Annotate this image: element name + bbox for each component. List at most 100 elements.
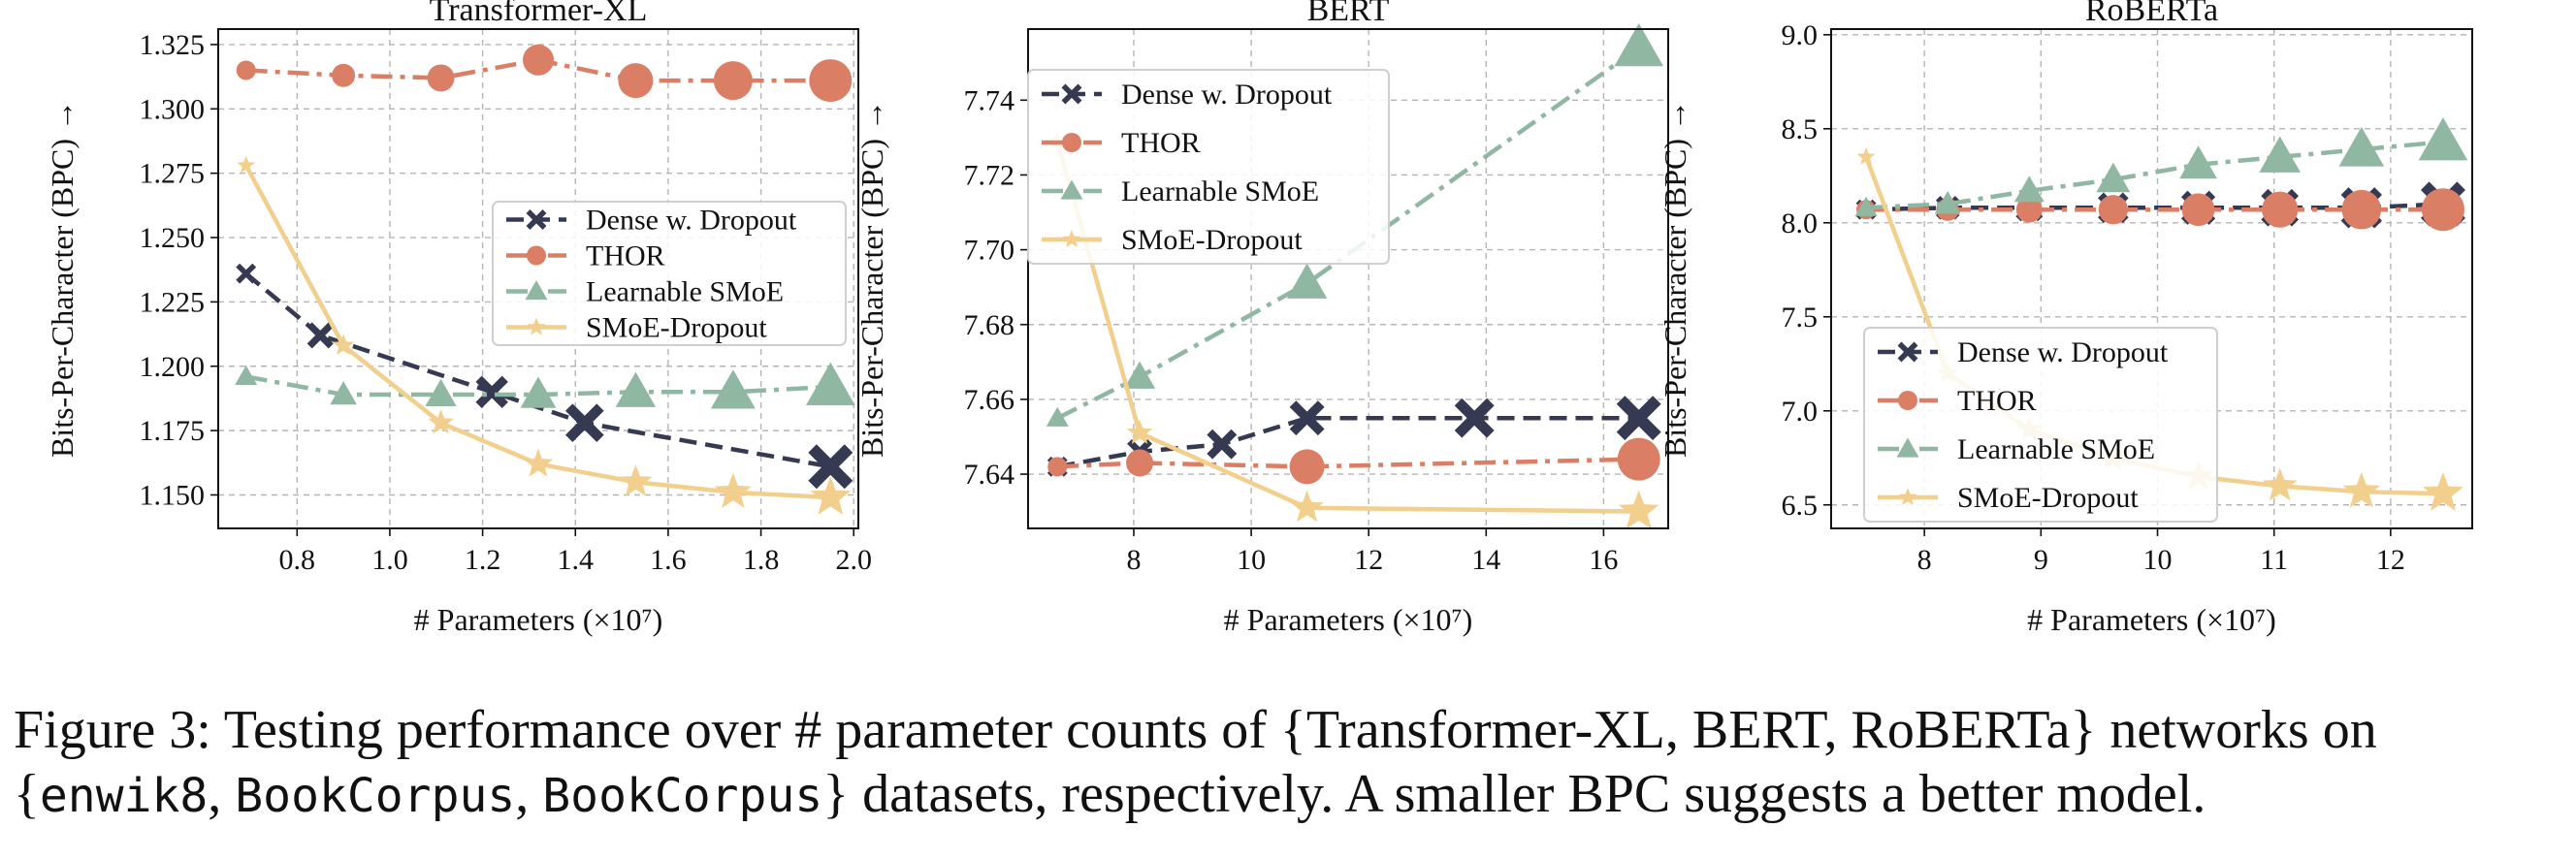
caption-line-1: Figure 3: Testing performance over # par… <box>14 700 2377 760</box>
caption-separator: , <box>515 764 543 824</box>
legend-label: Learnable SMoE <box>1957 433 2155 465</box>
series-smoe-dropout <box>237 155 852 515</box>
chart-title: BERT <box>1307 0 1390 28</box>
data-point <box>520 376 557 408</box>
data-point <box>1047 457 1068 477</box>
data-point <box>564 403 604 443</box>
x-tick-label: 1.8 <box>743 544 780 576</box>
caption-dataset-bookcorpus-2: BookCorpus <box>542 769 823 823</box>
y-axis-label: Bits-Per-Character (BPC) → <box>854 100 889 458</box>
legend-label: Dense w. Dropout <box>586 205 797 237</box>
chart-title: Transformer-XL <box>430 0 648 28</box>
legend-swatch-marker <box>1896 437 1919 458</box>
y-tick-label: 7.66 <box>964 384 1015 416</box>
data-point <box>2015 196 2043 223</box>
chart-panel-transformer-xl: 0.8 1.0 1.2 1.4 1.6 1.8 2.0 1.150 1.175 1.200 1.22… <box>45 0 872 637</box>
data-point <box>2096 162 2131 193</box>
y-tick-label: 1.225 <box>140 286 206 318</box>
x-tick-label: 2.0 <box>835 544 872 576</box>
x-tick-label: 8 <box>1126 544 1141 576</box>
data-point <box>1289 449 1325 485</box>
data-point <box>523 44 554 76</box>
data-point <box>2181 193 2215 227</box>
legend-box <box>1027 69 1390 265</box>
caption-line-2: {enwik8, BookCorpus, BookCorpus} dataset… <box>14 762 2564 828</box>
data-point <box>1934 190 1961 214</box>
data-point <box>1616 396 1661 441</box>
data-point <box>1123 361 1156 389</box>
data-point <box>2013 175 2045 203</box>
legend-label: Dense w. Dropout <box>1957 336 2169 368</box>
data-point <box>1854 196 1878 216</box>
legend-label: THOR <box>586 240 665 272</box>
data-point <box>2421 188 2464 232</box>
legend-swatch-marker <box>527 245 546 266</box>
data-point <box>332 63 356 87</box>
legend-swatch-marker <box>1898 391 1917 410</box>
x-tick-label: 14 <box>1471 544 1500 576</box>
x-tick-label: 9 <box>2034 544 2048 576</box>
caption-separator: , <box>208 764 236 824</box>
legend-swatch-marker <box>1897 341 1918 363</box>
data-point <box>235 365 258 386</box>
data-point <box>236 60 256 80</box>
data-point <box>2418 117 2468 161</box>
data-point <box>809 59 853 103</box>
y-tick-label: 6.5 <box>1782 490 1819 522</box>
y-tick-label: 1.175 <box>140 415 206 447</box>
x-axis-label: # Parameters (×10⁷) <box>1224 602 1473 637</box>
plot-frame <box>1027 28 1669 529</box>
data-point <box>1617 437 1660 481</box>
x-tick-label: 12 <box>2376 544 2405 576</box>
legend-swatch-marker <box>1062 230 1081 248</box>
legend-swatch-marker <box>525 280 548 301</box>
data-point <box>1289 400 1325 436</box>
x-tick-label: 0.8 <box>279 544 316 576</box>
data-point <box>1126 449 1154 477</box>
x-tick-label: 8 <box>1917 544 1932 576</box>
series-learnable-smoe <box>235 362 855 409</box>
caption-dataset-enwik8: enwik8 <box>39 769 209 823</box>
y-axis-label: Bits-Per-Character (BPC) → <box>45 100 80 458</box>
data-point <box>808 444 853 490</box>
data-point <box>1207 429 1238 460</box>
legend-label: Dense w. Dropout <box>1121 79 1333 111</box>
y-tick-label: 9.0 <box>1782 19 1819 51</box>
data-point <box>330 381 357 405</box>
data-point <box>1454 398 1495 438</box>
legend-label: SMoE-Dropout <box>1957 482 2139 514</box>
y-tick-label: 1.300 <box>140 93 206 125</box>
x-tick-label: 1.4 <box>558 544 595 576</box>
data-point <box>1618 490 1659 529</box>
x-axis-label: # Parameters (×10⁷) <box>414 602 663 637</box>
data-point <box>332 334 355 356</box>
caption-rest: } datasets, respectively. A smaller BPC … <box>822 764 2206 824</box>
legend-label: SMoE-Dropout <box>586 312 767 344</box>
figure-caption: Figure 3: Testing performance over # par… <box>14 698 2564 828</box>
series-learnable-smoe <box>1046 22 1664 427</box>
y-tick-label: 7.70 <box>964 235 1015 267</box>
data-point <box>1614 22 1664 67</box>
x-tick-label: 12 <box>1354 544 1383 576</box>
series-thor <box>1856 188 2464 232</box>
y-axis-label: Bits-Per-Character (BPC) → <box>1658 100 1692 458</box>
data-point <box>428 409 454 434</box>
chart-panel-bert: 8 10 12 14 16 7.64 7.66 7.68 7.70 7.72 7.74 BERT # P… <box>854 0 1669 637</box>
y-tick-label: 7.0 <box>1782 396 1819 428</box>
y-tick-label: 7.5 <box>1782 302 1819 334</box>
data-point <box>523 448 554 477</box>
data-point <box>618 63 654 99</box>
data-point <box>806 362 855 405</box>
legend-label: THOR <box>1121 127 1201 159</box>
legend-swatch-marker <box>527 317 546 335</box>
chart-title: RoBERTa <box>2085 0 2218 28</box>
x-tick-label: 16 <box>1589 544 1618 576</box>
y-tick-label: 7.72 <box>964 159 1015 191</box>
data-point <box>2341 189 2382 230</box>
data-point <box>615 371 657 407</box>
plot-frame <box>217 28 859 529</box>
plot-frame <box>1830 28 2473 529</box>
data-point <box>1046 406 1069 427</box>
